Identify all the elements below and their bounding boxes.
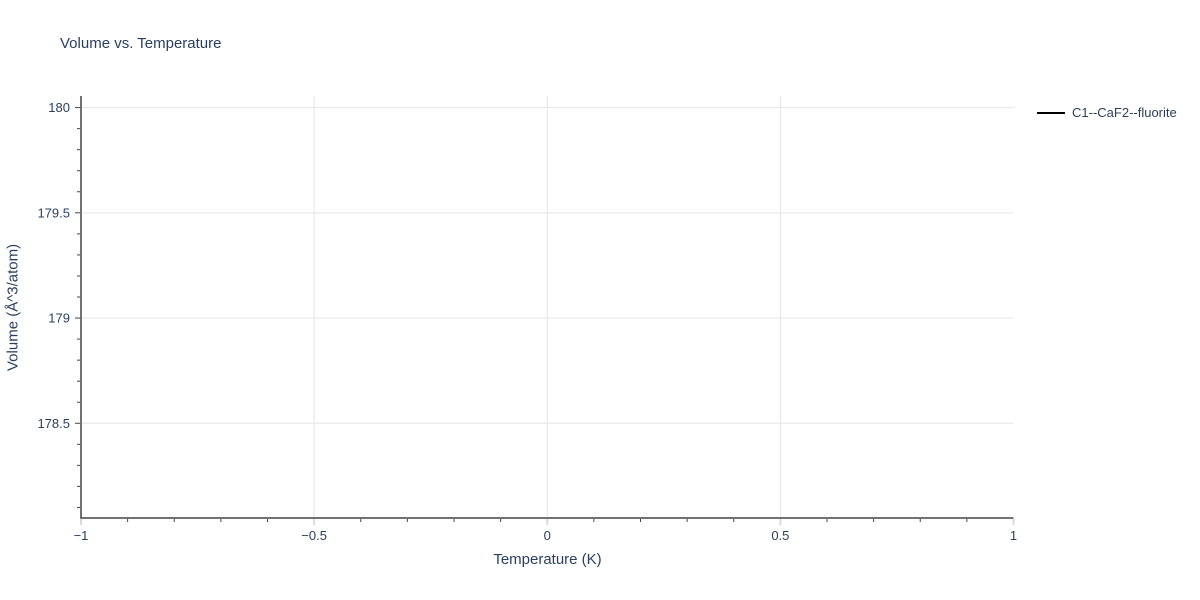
- y-tick-label: 179: [48, 311, 70, 326]
- x-tick-label: 1: [1010, 528, 1017, 543]
- x-tick-label: 0.5: [771, 528, 789, 543]
- legend-item-label[interactable]: C1--CaF2--fluorite: [1072, 105, 1177, 120]
- chart-title: Volume vs. Temperature: [60, 35, 222, 52]
- legend-line-swatch[interactable]: [1037, 111, 1065, 114]
- y-tick-label: 180: [48, 100, 70, 115]
- y-tick-label: 178.5: [37, 416, 70, 431]
- legend: C1--CaF2--fluorite: [1037, 105, 1177, 120]
- y-tick-label: 179.5: [37, 205, 70, 220]
- x-tick-label: 0: [544, 528, 551, 543]
- x-tick-label: −1: [74, 528, 89, 543]
- x-tick-label: −0.5: [301, 528, 327, 543]
- y-axis-title: Volume (Å^3/atom): [4, 243, 22, 371]
- plot-area[interactable]: [81, 96, 1014, 518]
- x-axis-title: Temperature (K): [493, 551, 602, 568]
